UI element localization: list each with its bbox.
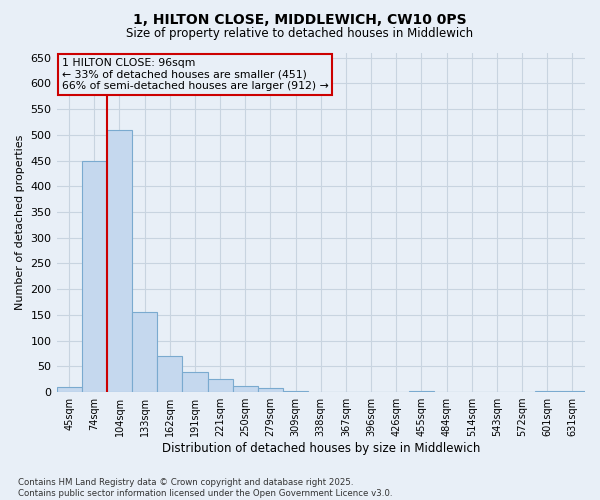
Bar	[409, 391, 434, 392]
Bar	[560, 391, 585, 392]
Bar	[82, 160, 107, 392]
Bar	[157, 356, 182, 392]
Text: Size of property relative to detached houses in Middlewich: Size of property relative to detached ho…	[127, 28, 473, 40]
Text: 1 HILTON CLOSE: 96sqm
← 33% of detached houses are smaller (451)
66% of semi-det: 1 HILTON CLOSE: 96sqm ← 33% of detached …	[62, 58, 329, 91]
Bar	[208, 379, 233, 392]
Text: Contains HM Land Registry data © Crown copyright and database right 2025.
Contai: Contains HM Land Registry data © Crown c…	[18, 478, 392, 498]
X-axis label: Distribution of detached houses by size in Middlewich: Distribution of detached houses by size …	[161, 442, 480, 455]
Bar	[182, 372, 208, 392]
Bar	[258, 388, 283, 392]
Bar	[56, 387, 82, 392]
Bar	[132, 312, 157, 392]
Text: 1, HILTON CLOSE, MIDDLEWICH, CW10 0PS: 1, HILTON CLOSE, MIDDLEWICH, CW10 0PS	[133, 12, 467, 26]
Bar	[535, 391, 560, 392]
Bar	[283, 391, 308, 392]
Y-axis label: Number of detached properties: Number of detached properties	[15, 134, 25, 310]
Bar	[233, 386, 258, 392]
Bar	[107, 130, 132, 392]
